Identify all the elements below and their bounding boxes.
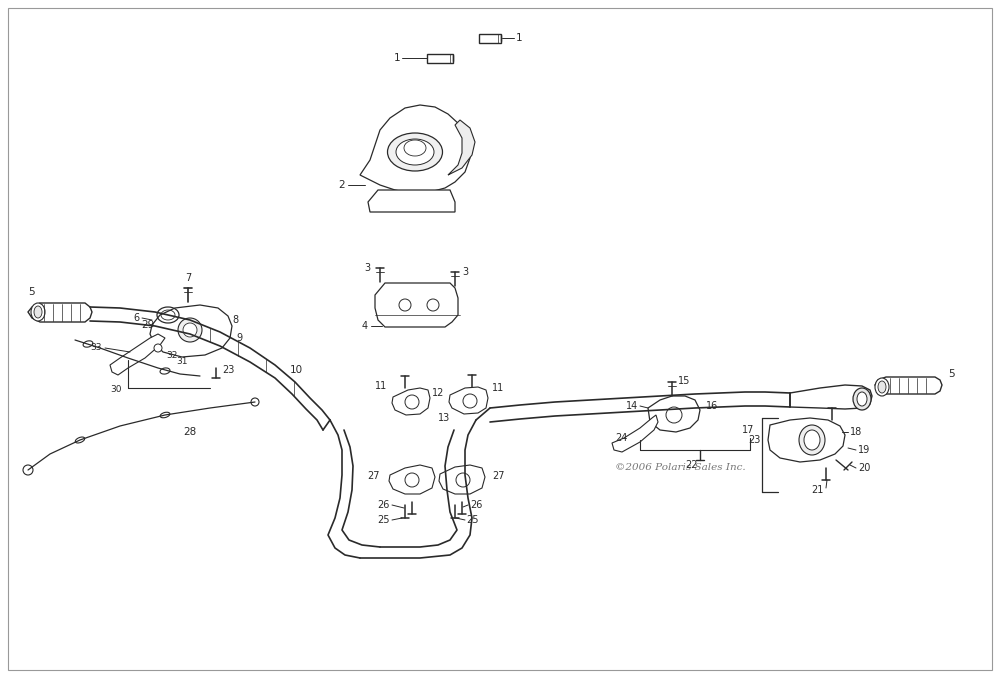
Ellipse shape [878,381,886,393]
Text: 5: 5 [28,287,35,297]
Polygon shape [790,385,872,409]
Text: 27: 27 [368,471,380,481]
Polygon shape [360,105,470,193]
Circle shape [463,394,477,408]
Text: 27: 27 [492,471,505,481]
Ellipse shape [34,306,42,318]
Text: 33: 33 [90,344,102,353]
Polygon shape [368,190,455,212]
Bar [479,33,501,43]
Text: 29: 29 [141,320,155,330]
Text: ©2006 Polaris Sales Inc.: ©2006 Polaris Sales Inc. [615,463,746,473]
Text: 13: 13 [438,413,450,423]
Polygon shape [768,418,845,462]
Text: 19: 19 [858,445,870,455]
Text: 6: 6 [134,313,140,323]
Text: 5: 5 [948,369,955,379]
Text: 30: 30 [110,386,122,395]
Text: 25: 25 [378,515,390,525]
Text: 32: 32 [167,351,178,359]
Text: 15: 15 [678,376,690,386]
Text: 11: 11 [375,381,387,391]
Polygon shape [648,396,700,432]
Circle shape [23,465,33,475]
Polygon shape [439,465,485,494]
Text: 4: 4 [362,321,368,331]
Text: 3: 3 [364,263,370,273]
Ellipse shape [799,425,825,455]
Text: 8: 8 [232,315,238,325]
Polygon shape [875,377,942,394]
Circle shape [666,407,682,423]
Text: 24: 24 [616,433,628,443]
Text: 9: 9 [236,333,242,343]
Text: 21: 21 [812,485,824,495]
Circle shape [251,398,259,406]
Text: 20: 20 [858,463,870,473]
Polygon shape [612,415,658,452]
Ellipse shape [857,392,867,406]
Ellipse shape [31,303,45,321]
Ellipse shape [160,412,170,418]
Text: 23: 23 [748,435,760,445]
Polygon shape [392,388,430,415]
Text: 22: 22 [686,460,698,470]
Circle shape [154,344,162,352]
Text: 11: 11 [492,383,504,393]
Ellipse shape [75,437,85,443]
Ellipse shape [853,388,871,410]
Ellipse shape [388,133,442,171]
Text: 14: 14 [626,401,638,411]
Polygon shape [28,303,92,322]
Text: 3: 3 [462,267,468,277]
Text: 7: 7 [185,273,191,283]
Circle shape [178,318,202,342]
Polygon shape [375,283,458,327]
Ellipse shape [83,341,93,347]
Text: 28: 28 [183,427,197,437]
Text: 10: 10 [290,365,303,375]
Text: 26: 26 [378,500,390,510]
Ellipse shape [804,430,820,450]
Text: 31: 31 [176,357,188,367]
Text: 26: 26 [470,500,482,510]
Ellipse shape [875,378,889,396]
Text: 2: 2 [338,180,345,190]
Polygon shape [110,334,165,375]
Polygon shape [448,120,475,175]
Polygon shape [150,305,232,357]
Bar [427,54,453,62]
Polygon shape [389,465,435,494]
Circle shape [405,395,419,409]
Circle shape [405,473,419,487]
Text: 1: 1 [516,33,523,43]
Circle shape [399,299,411,311]
Circle shape [427,299,439,311]
Circle shape [183,323,197,337]
Text: 16: 16 [706,401,718,411]
Text: 17: 17 [742,425,754,435]
Ellipse shape [160,368,170,374]
Text: 23: 23 [222,365,234,375]
Text: 18: 18 [850,427,862,437]
Text: 25: 25 [466,515,479,525]
Polygon shape [449,387,488,414]
Text: 12: 12 [432,388,444,398]
Text: 1: 1 [393,53,400,63]
Ellipse shape [396,139,434,165]
Circle shape [456,473,470,487]
